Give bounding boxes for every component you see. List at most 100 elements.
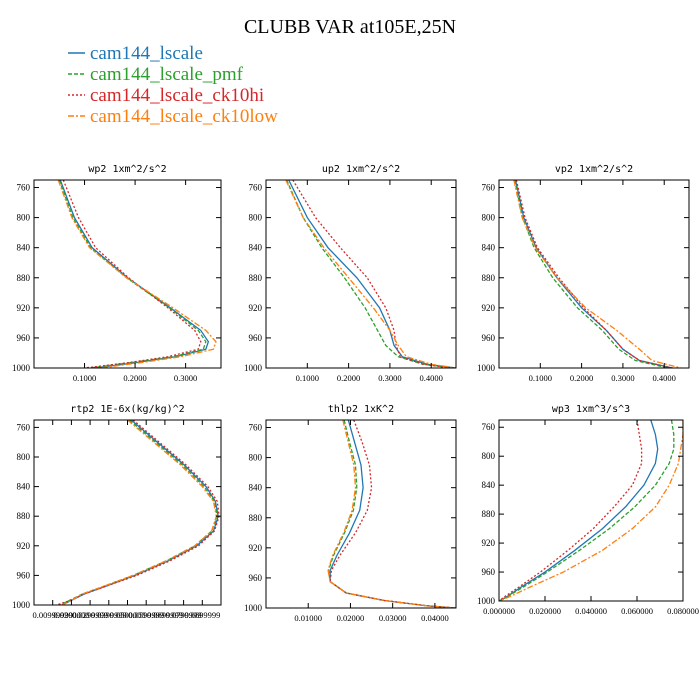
x-tick-label: 0.00999999 — [33, 610, 73, 620]
y-tick-label: 920 — [482, 538, 496, 548]
series-line — [56, 420, 220, 605]
panel-title: rtp2 1E-6x(kg/kg)^2 — [70, 404, 184, 415]
chart-panel: rtp2 1E-6x(kg/kg)^2 760 800 840 880 920 960 100… — [12, 404, 222, 620]
y-tick-label: 800 — [482, 451, 496, 461]
y-tick-label: 800 — [482, 213, 496, 223]
x-tick-label: 0.2000 — [570, 373, 593, 383]
x-tick-label: 0.0200000 — [53, 610, 89, 620]
series-line — [285, 180, 456, 368]
legend: cam144_lscalecam144_lscale_pmfcam144_lsc… — [68, 43, 278, 127]
y-tick-label: 920 — [482, 303, 496, 313]
x-tick-label: 0.4000 — [420, 373, 443, 383]
y-tick-label: 920 — [249, 543, 263, 553]
y-tick-label: 840 — [249, 243, 263, 253]
y-tick-label: 1000 — [477, 596, 496, 606]
x-tick-label: 0.0699999 — [147, 610, 183, 620]
series-line — [288, 180, 456, 368]
x-tick-label: 0.0799999 — [166, 610, 202, 620]
x-tick-label: 0.1000 — [529, 373, 552, 383]
x-tick-label: 0.0500000 — [109, 610, 145, 620]
y-tick-label: 840 — [482, 243, 496, 253]
y-tick-label: 840 — [17, 243, 31, 253]
chart-panel: up2 1xm^2/s^2 760 800 840 880 920 960 1000 0.100… — [244, 164, 457, 383]
panel-title: wp2 1xm^2/s^2 — [88, 164, 166, 175]
x-tick-label: 0.2000 — [337, 373, 360, 383]
x-tick-label: 0.0299999 — [72, 610, 108, 620]
series-line — [329, 420, 456, 608]
panel-title: vp2 1xm^2/s^2 — [555, 164, 633, 175]
y-tick-label: 960 — [249, 573, 263, 583]
y-tick-label: 760 — [249, 183, 263, 193]
y-tick-label: 920 — [249, 303, 263, 313]
series-line — [499, 420, 659, 601]
y-tick-label: 880 — [482, 509, 496, 519]
y-tick-label: 960 — [482, 567, 496, 577]
panel-frame — [498, 179, 690, 369]
series-line — [61, 420, 217, 605]
y-tick-label: 760 — [482, 422, 496, 432]
x-tick-label: 0.01000 — [294, 613, 322, 623]
y-tick-label: 760 — [482, 183, 496, 193]
panel-title: thlp2 1xK^2 — [328, 404, 394, 415]
y-tick-label: 920 — [17, 303, 31, 313]
series-line — [59, 420, 218, 605]
y-tick-label: 880 — [17, 511, 31, 521]
y-tick-label: 840 — [249, 483, 263, 493]
chart-panel: wp3 1xm^3/s^3 760 800 840 880 920 960 10000.000… — [477, 404, 699, 616]
y-tick-label: 960 — [17, 333, 31, 343]
y-tick-label: 760 — [249, 423, 263, 433]
series-line — [62, 180, 202, 368]
panel-frame — [33, 419, 222, 606]
x-tick-label: 0.0899999 — [184, 610, 220, 620]
series-line — [58, 180, 207, 368]
x-tick-label: 0.0399999 — [91, 610, 127, 620]
y-tick-label: 840 — [482, 480, 496, 490]
series-line — [286, 180, 452, 368]
x-tick-label: 0.060000 — [621, 606, 653, 616]
series-group — [513, 180, 681, 368]
chart-panel: thlp2 1xK^2 760 800 840 880 920 960 1000 0.01000… — [244, 404, 457, 623]
y-tick-label: 1000 — [477, 363, 496, 373]
x-tick-label: 0.0599999 — [128, 610, 164, 620]
series-line — [327, 420, 456, 608]
series-line — [514, 180, 673, 368]
x-tick-label: 0.02000 — [337, 613, 365, 623]
chart-panel: vp2 1xm^2/s^2 760 800 840 880 920 960 1000 0.100… — [477, 164, 690, 383]
y-tick-label: 800 — [17, 213, 31, 223]
y-tick-label: 880 — [249, 513, 263, 523]
y-tick-label: 960 — [482, 333, 496, 343]
panel-frame — [498, 419, 684, 602]
series-line — [499, 420, 683, 601]
series-line — [57, 180, 217, 368]
series-line — [513, 180, 681, 368]
y-tick-label: 800 — [249, 453, 263, 463]
x-tick-label: 0.040000 — [575, 606, 607, 616]
x-tick-label: 0.03000 — [379, 613, 407, 623]
series-line — [59, 180, 210, 368]
series-group — [285, 180, 456, 368]
y-tick-label: 1000 — [12, 363, 31, 373]
legend-label: cam144_lscale_ck10low — [90, 106, 278, 127]
legend-label: cam144_lscale — [90, 43, 203, 64]
y-tick-label: 800 — [249, 213, 263, 223]
series-line — [499, 420, 675, 601]
y-tick-label: 960 — [17, 570, 31, 580]
panel-frame — [33, 179, 222, 369]
x-tick-label: 0.3000 — [611, 373, 634, 383]
figure-title: CLUBB VAR at105E,25N — [244, 16, 456, 38]
y-tick-label: 880 — [17, 273, 31, 283]
panel-grid: wp2 1xm^2/s^2 760 800 840 880 920 960 1000 0.100… — [12, 164, 699, 623]
y-tick-label: 800 — [17, 452, 31, 462]
legend-label: cam144_lscale_ck10hi — [90, 85, 264, 106]
series-group — [327, 420, 456, 608]
y-tick-label: 840 — [17, 482, 31, 492]
x-tick-label: 0.3000 — [378, 373, 401, 383]
x-tick-label: 0.000000 — [483, 606, 515, 616]
x-tick-label: 0.080000 — [667, 606, 699, 616]
y-tick-label: 1000 — [244, 363, 263, 373]
y-tick-label: 1000 — [12, 600, 31, 610]
x-tick-label: 0.3000 — [174, 373, 197, 383]
y-tick-label: 920 — [17, 541, 31, 551]
legend-label: cam144_lscale_pmf — [90, 64, 244, 85]
